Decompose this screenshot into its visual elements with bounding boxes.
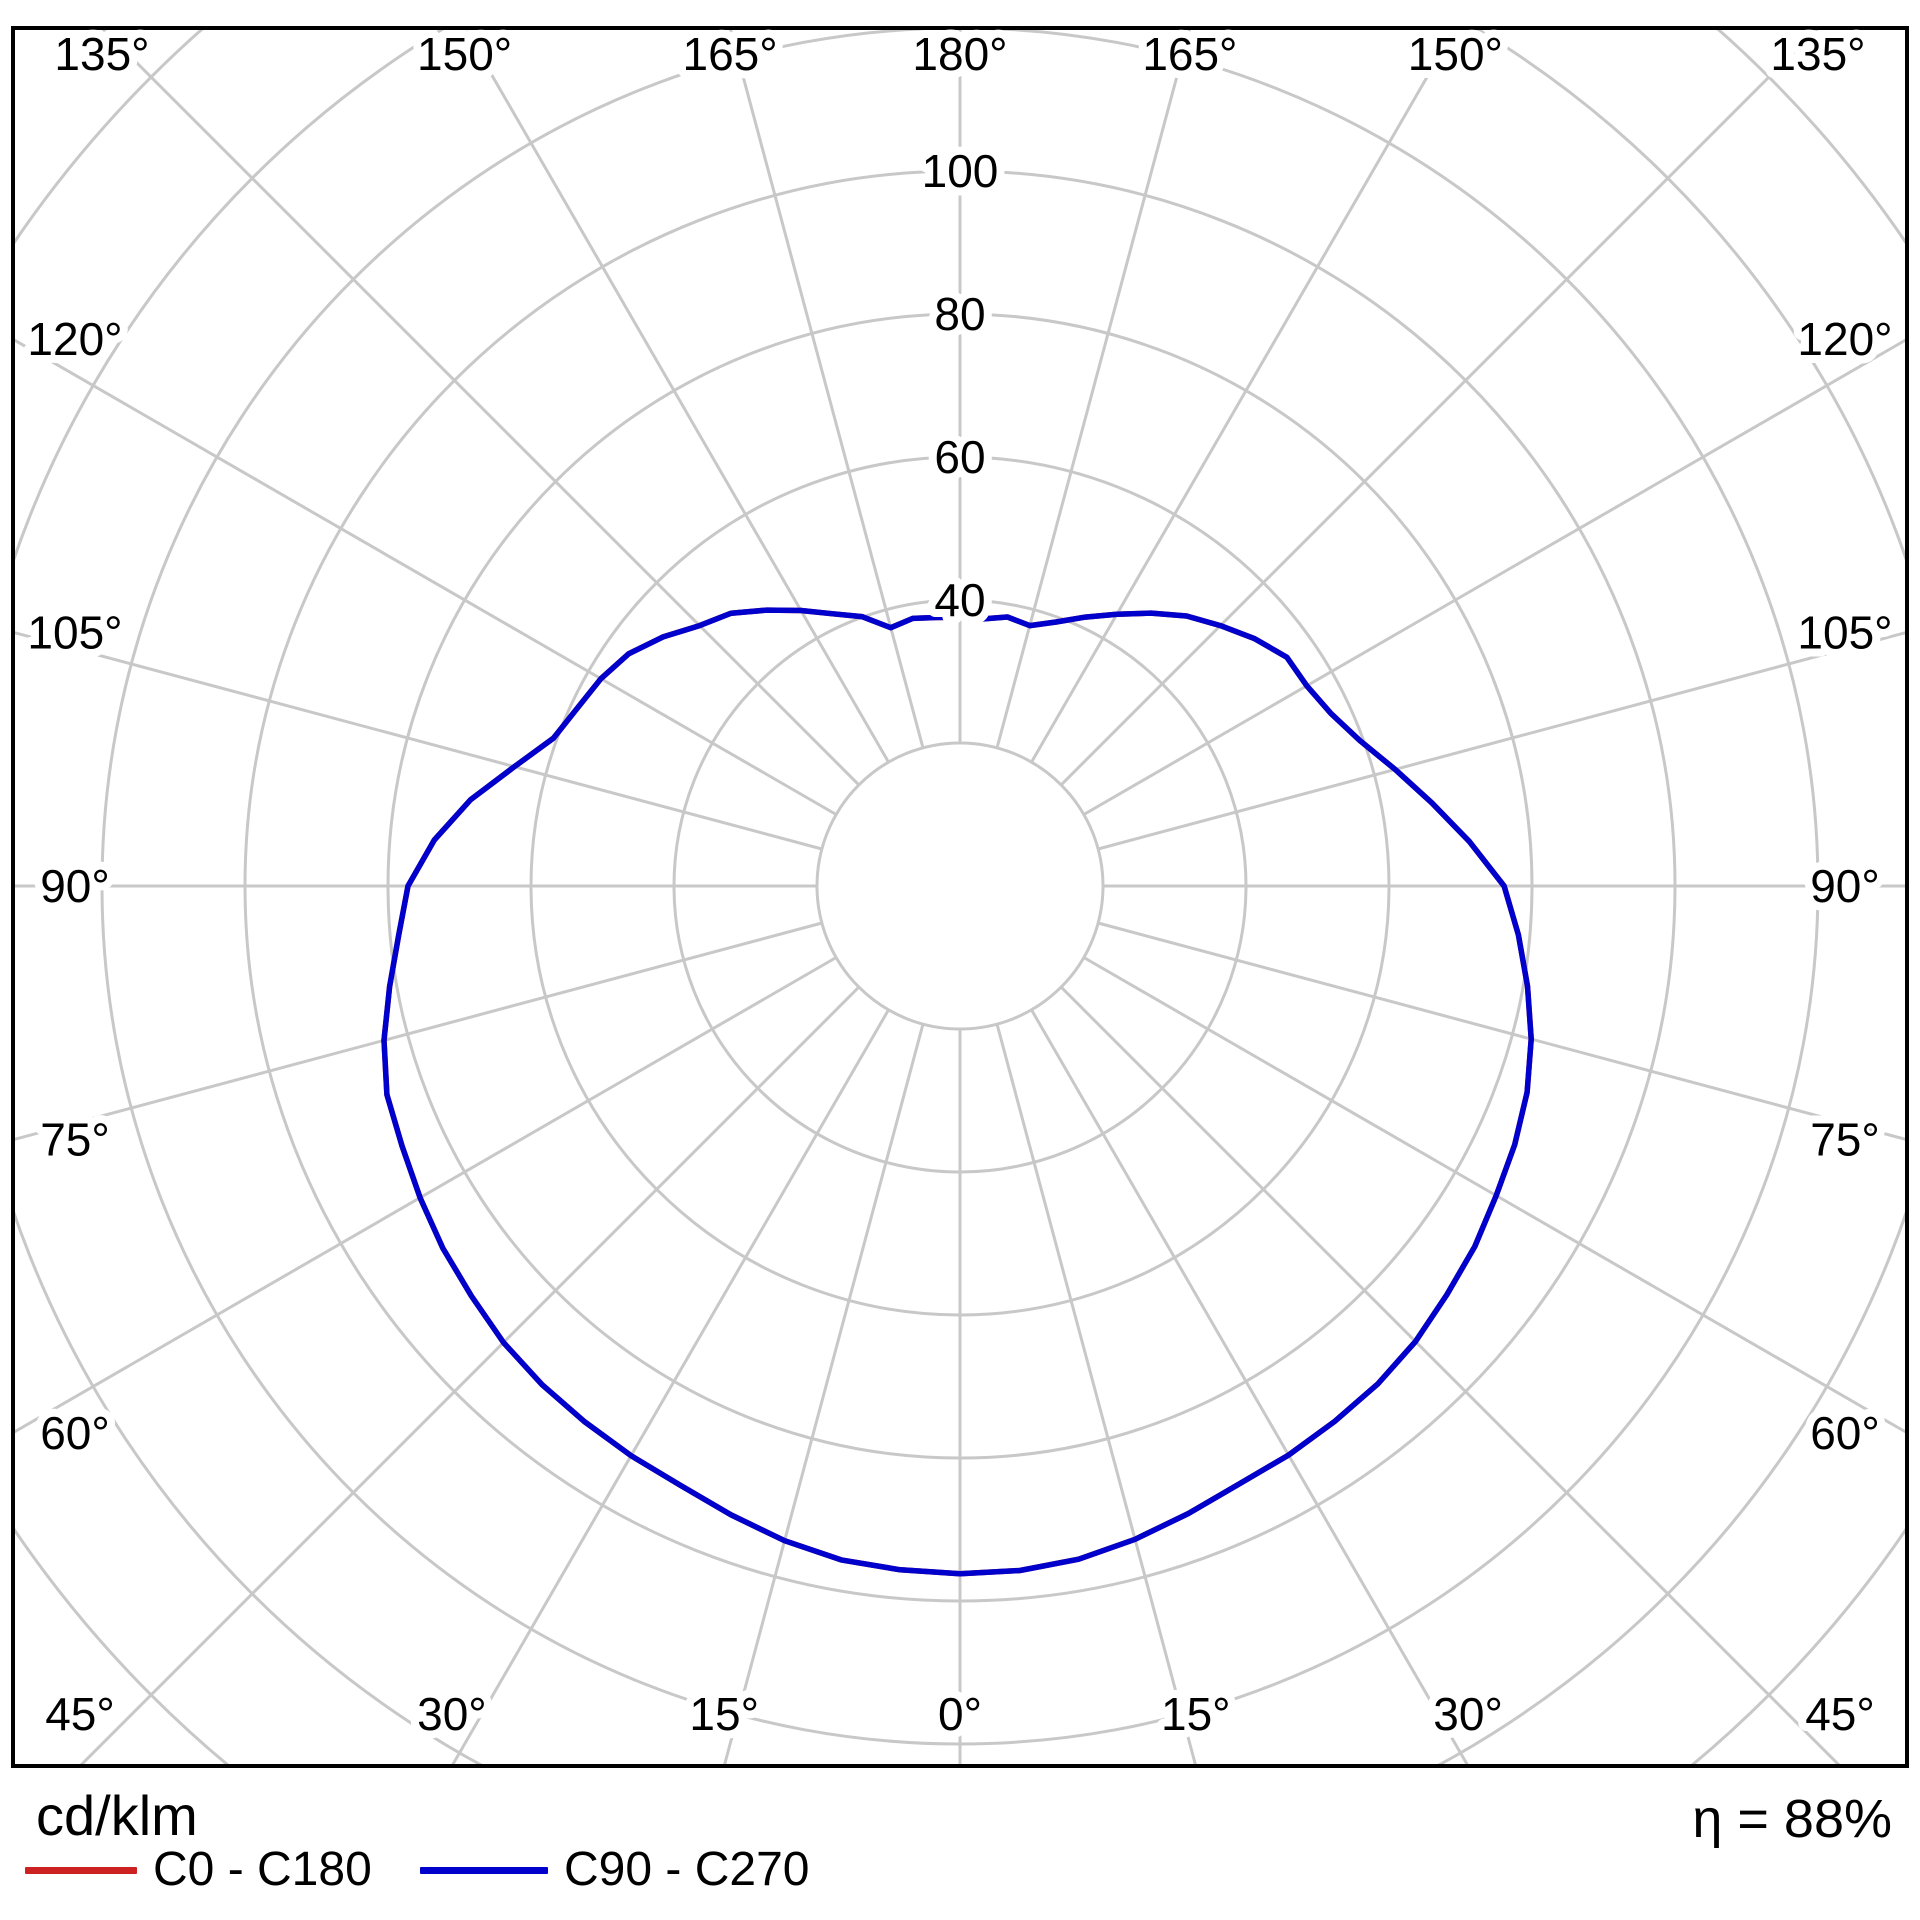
angle-label-15-r: 15°: [1161, 1688, 1231, 1740]
legend-item-c0-c180: C0 - C180: [25, 1838, 372, 1902]
spoke-120: [1083, 337, 1907, 816]
spoke-135: [1060, 28, 1821, 786]
legend-label-c0-c180: C0 - C180: [153, 1843, 372, 1896]
angle-label-90-l: 90°: [40, 860, 110, 912]
legend: C0 - C180 C90 - C270: [0, 1838, 1920, 1908]
angle-label-135-r: 135°: [1770, 28, 1865, 80]
angle-label-150-r: 150°: [1408, 28, 1503, 80]
spoke-45: [1060, 986, 1843, 1766]
angle-label-75-l: 75°: [40, 1114, 110, 1166]
angle-label-120-l: 120°: [27, 313, 122, 365]
radial-gridline-20: [815, 741, 1105, 1031]
angle-label-165-r: 165°: [1142, 28, 1237, 80]
radial-tick-100: 100: [922, 145, 999, 197]
curve-c90-c270: [381, 607, 1534, 1577]
spoke-15: [995, 1023, 1198, 1766]
spoke-195: [728, 28, 925, 749]
legend-label-c90-c270: C90 - C270: [564, 1843, 810, 1896]
spoke-345: [722, 1023, 925, 1766]
curve-c0-c180: [381, 607, 1534, 1577]
angle-label-15-l: 15°: [689, 1688, 759, 1740]
spoke-330: [450, 1009, 890, 1766]
radial-tick-40: 40: [934, 574, 985, 626]
spoke-30: [1030, 1009, 1470, 1766]
angle-label-120-r: 120°: [1797, 313, 1892, 365]
legend-item-c90-c270: C90 - C270: [420, 1838, 809, 1902]
spoke-315: [77, 986, 860, 1766]
chart-frame: [11, 26, 1909, 1768]
spoke-225: [99, 28, 860, 786]
angle-label-105-l: 105°: [27, 606, 122, 658]
efficiency-value: η = 88%: [1692, 1789, 1892, 1849]
radial-tick-80: 80: [934, 288, 985, 340]
legend-line-c0-c180: [25, 1866, 137, 1874]
angle-label-45-r: 45°: [1805, 1688, 1875, 1740]
angle-label-150-l: 150°: [417, 28, 512, 80]
angle-label-165-l: 165°: [683, 28, 778, 80]
spoke-255: [13, 630, 823, 851]
angle-label-135-l: 135°: [54, 28, 149, 80]
angle-label-30-r: 30°: [1433, 1688, 1503, 1740]
angle-label-45-l: 45°: [45, 1688, 115, 1740]
spoke-210: [462, 28, 890, 763]
polar-labels: 40 60 80 100 0° 15° 15° 30° 30° 45° 45° 60° 60° 75° 75…: [19, 20, 1900, 1748]
spoke-75: [1097, 921, 1907, 1142]
spoke-150: [1030, 28, 1458, 763]
radial-tick-60: 60: [934, 431, 985, 483]
angle-label-0: 0°: [938, 1688, 982, 1740]
spoke-285: [13, 921, 823, 1142]
angle-label-30-l: 30°: [417, 1688, 487, 1740]
angle-label-60-r: 60°: [1810, 1407, 1880, 1459]
spoke-165: [995, 28, 1192, 749]
angle-label-60-l: 60°: [40, 1407, 110, 1459]
angle-label-75-r: 75°: [1810, 1114, 1880, 1166]
spoke-300: [13, 956, 837, 1435]
angle-label-180: 180°: [912, 28, 1007, 80]
spoke-240: [13, 337, 837, 816]
spoke-60: [1083, 956, 1907, 1435]
legend-line-c90-c270: [420, 1866, 548, 1874]
angle-label-105-r: 105°: [1797, 606, 1892, 658]
angle-label-90-r: 90°: [1810, 860, 1880, 912]
units-label: cd/klm: [36, 1784, 198, 1847]
distribution-curves: [381, 607, 1534, 1577]
spoke-105: [1097, 630, 1907, 851]
